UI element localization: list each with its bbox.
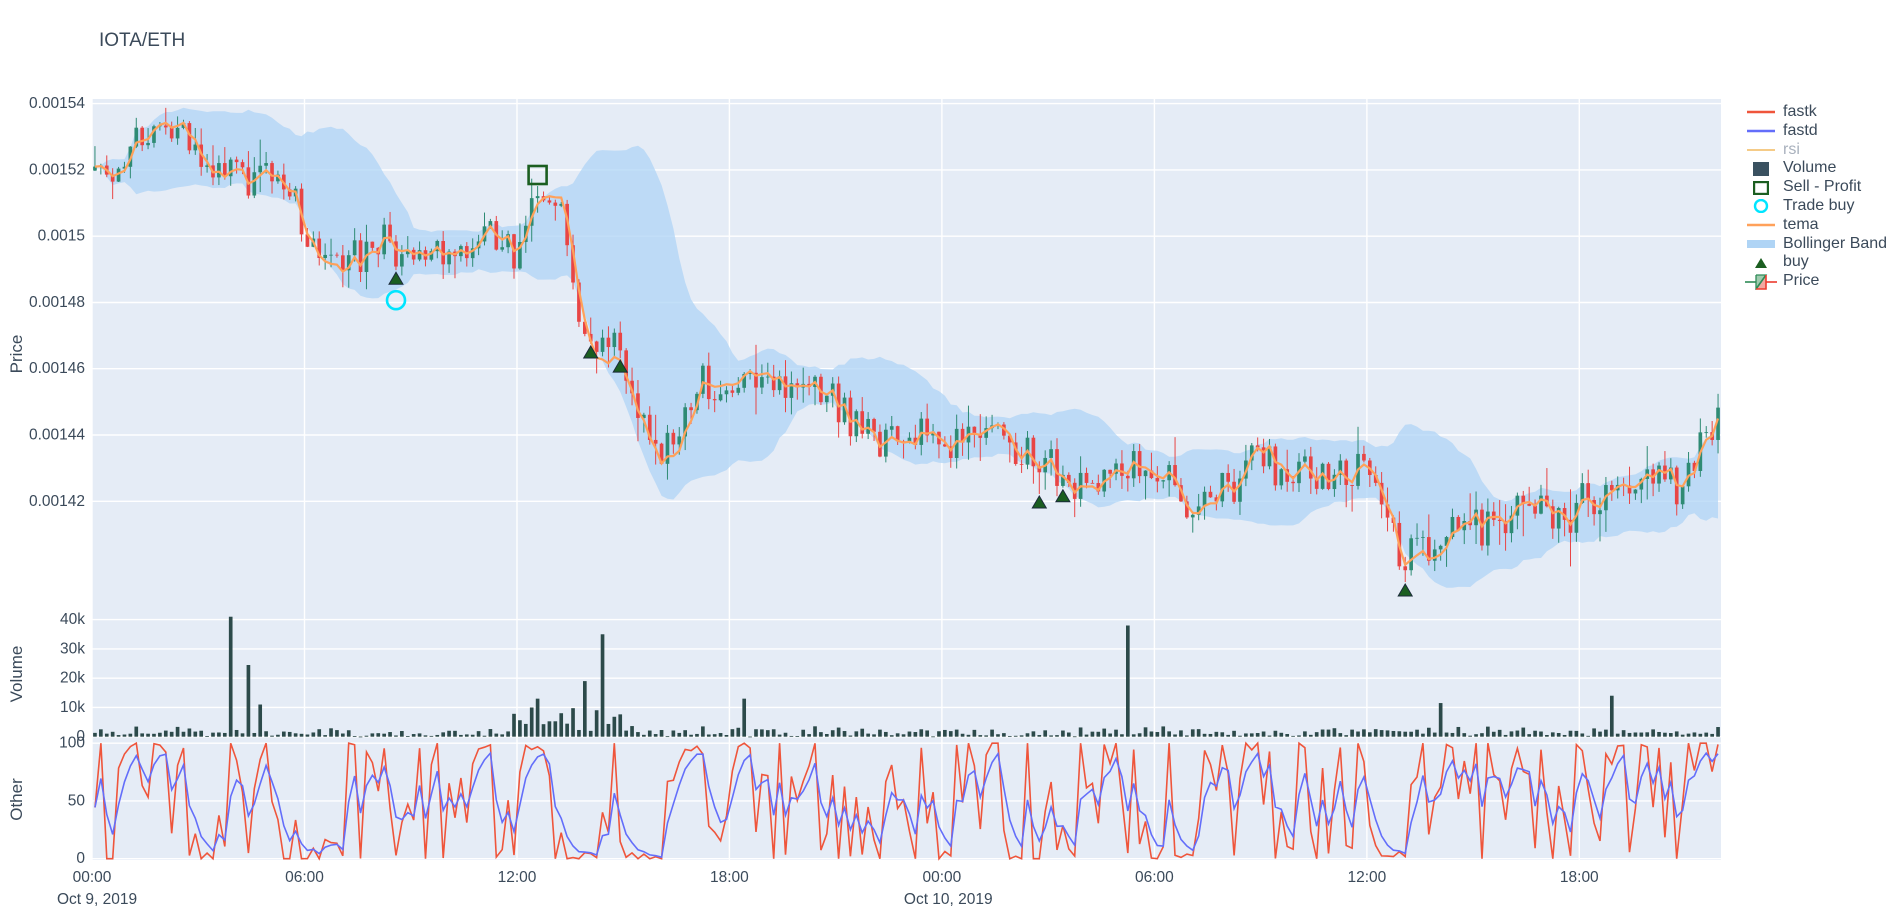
svg-text:0: 0 — [76, 850, 85, 867]
svg-text:06:00: 06:00 — [285, 869, 324, 886]
svg-text:12:00: 12:00 — [1348, 869, 1387, 886]
svg-text:0.00146: 0.00146 — [29, 360, 85, 377]
svg-text:Volume: Volume — [7, 646, 26, 703]
svg-text:0.0015: 0.0015 — [38, 228, 85, 245]
svg-text:Oct 9, 2019: Oct 9, 2019 — [57, 891, 137, 908]
svg-text:Oct 10, 2019: Oct 10, 2019 — [904, 891, 993, 908]
svg-text:00:00: 00:00 — [73, 869, 112, 886]
svg-text:20k: 20k — [60, 670, 85, 687]
svg-text:0.00148: 0.00148 — [29, 294, 85, 311]
svg-text:06:00: 06:00 — [1135, 869, 1174, 886]
svg-text:0.00144: 0.00144 — [29, 427, 85, 444]
svg-text:Other: Other — [7, 778, 26, 821]
svg-text:0.00152: 0.00152 — [29, 161, 85, 178]
svg-text:Price: Price — [7, 335, 26, 374]
svg-text:40k: 40k — [60, 611, 85, 628]
svg-text:00:00: 00:00 — [923, 869, 962, 886]
svg-text:0.00142: 0.00142 — [29, 493, 85, 510]
svg-text:30k: 30k — [60, 640, 85, 657]
svg-text:50: 50 — [68, 792, 86, 809]
svg-text:0.00154: 0.00154 — [29, 95, 85, 112]
svg-text:10k: 10k — [60, 699, 85, 716]
svg-text:18:00: 18:00 — [710, 869, 749, 886]
svg-text:100: 100 — [59, 735, 85, 752]
svg-text:18:00: 18:00 — [1560, 869, 1599, 886]
svg-text:12:00: 12:00 — [498, 869, 537, 886]
